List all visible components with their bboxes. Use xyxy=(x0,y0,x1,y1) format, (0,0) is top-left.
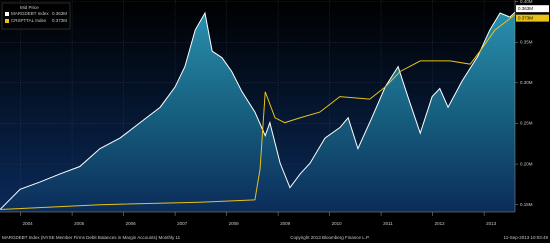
x-tick-label: 2008 xyxy=(229,221,240,226)
y-tick-label: 0.40M xyxy=(520,0,533,4)
legend-swatch xyxy=(5,19,9,23)
line xyxy=(0,14,516,211)
last-value-box xyxy=(516,14,549,22)
area xyxy=(0,12,515,213)
y-tick-label: 0.25M xyxy=(520,121,533,126)
last-value-box xyxy=(516,5,549,13)
legend-label: MARGDEBT Index xyxy=(11,11,49,16)
line xyxy=(0,11,516,210)
x-tick-label: 2007 xyxy=(177,221,188,226)
legend: Mid Price MARGDEBT Index 0.363M CRSPTTAL I… xyxy=(1,2,71,30)
y-tick-label: 0.30M xyxy=(520,80,533,85)
y-tick-label: 0.15M xyxy=(520,202,533,207)
axes: 0.15M 0.20M 0.25M 0.30M 0.35M 0.40M 2004 2005 20… xyxy=(0,0,549,226)
legend-title: Mid Price xyxy=(20,5,39,10)
x-tick-label: 2010 xyxy=(332,221,343,226)
legend-box xyxy=(1,2,71,30)
last-value-label: 0.363M xyxy=(518,6,533,11)
legend-value: 0.373M xyxy=(52,18,67,23)
legend-label: CRSPTTAL Index xyxy=(11,18,47,23)
y-tick-label: 0.20M xyxy=(520,161,533,166)
x-tick-label: 2012 xyxy=(435,221,446,226)
footer-center: Copyright 2013 Bloomberg Finance L.P. xyxy=(290,235,369,240)
x-tick-label: 2004 xyxy=(23,221,34,226)
x-tick-label: 2013 xyxy=(486,221,497,226)
x-tick-label: 2006 xyxy=(126,221,137,226)
legend-swatch xyxy=(5,12,9,16)
legend-value: 0.363M xyxy=(52,11,67,16)
y-tick-label: 0.35M xyxy=(520,39,533,44)
x-tick-label: 2005 xyxy=(74,221,85,226)
last-value-label: 0.373M xyxy=(518,15,533,20)
footer-left: MARGDEBT Index (NYSE Member Firms Debit … xyxy=(2,235,181,240)
marks xyxy=(0,11,516,213)
footer-right: 11-Sep-2013 10:03:49 xyxy=(504,235,549,240)
axis-background xyxy=(515,0,550,243)
x-tick-label: 2011 xyxy=(383,221,393,226)
x-tick-label: 2009 xyxy=(280,221,291,226)
